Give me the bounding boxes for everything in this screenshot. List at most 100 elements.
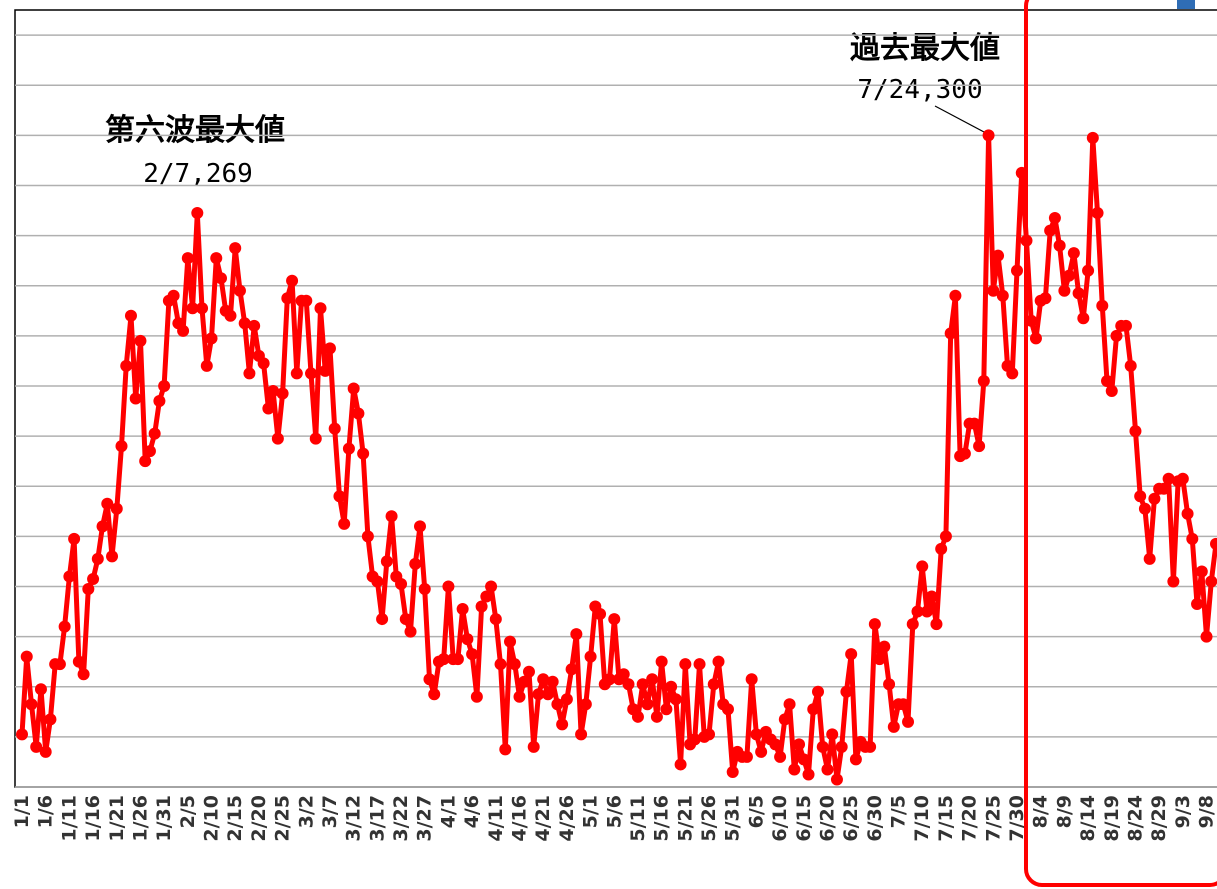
data-point [489,613,502,626]
x-tick-label: 7/30 [1006,795,1028,842]
data-point [267,384,280,397]
data-point [603,673,616,686]
data-point [778,713,791,726]
data-point [1058,284,1071,297]
data-point [470,690,483,703]
x-tick-label: 8/14 [1077,795,1099,842]
data-point [579,698,592,711]
data-point [973,440,986,453]
data-point [1143,552,1156,565]
data-point [693,658,706,671]
data-point [323,342,336,355]
data-point [812,685,824,698]
data-point [442,580,455,593]
data-point [849,753,862,766]
data-point [1162,472,1175,485]
data-point [124,309,137,322]
data-point [608,613,621,626]
x-tick-label: 2/10 [201,795,223,842]
data-point [541,688,554,701]
x-tick-label: 4/6 [461,795,483,828]
x-tick-label: 1/6 [35,795,57,828]
data-point [494,658,507,671]
data-point [513,690,526,703]
data-point [830,773,843,786]
data-point [414,520,426,533]
data-point [826,728,839,741]
x-tick-label: 1/11 [58,795,80,842]
data-point [712,655,725,668]
x-tick-label: 5/11 [627,795,649,842]
data-point [224,309,237,322]
data-point [1029,332,1042,345]
data-point [1210,537,1217,550]
data-point [1006,367,1019,380]
data-point [958,447,971,460]
data-point [451,653,464,666]
data-point [191,207,204,220]
data-point [551,698,564,711]
data-point [82,582,95,595]
annotation-title: 第六波最大値 [105,113,285,148]
data-point [347,382,360,395]
data-point [30,740,43,753]
data-point [617,668,630,681]
x-tick-label: 5/16 [651,795,673,842]
data-point [537,673,550,686]
data-point [115,440,128,453]
data-point [385,510,398,523]
x-tick-label: 9/8 [1196,795,1217,828]
x-tick-label: 8/24 [1124,795,1146,842]
data-point [1119,319,1132,332]
data-point [215,272,227,285]
data-point [575,728,588,741]
data-point [1200,630,1213,643]
data-point [665,680,678,693]
data-point [1148,492,1161,505]
data-point [522,665,535,678]
data-point [475,600,488,613]
data-point [257,357,270,370]
data-point [669,693,682,706]
x-tick-label: 7/15 [935,795,957,842]
data-point [186,302,199,315]
data-point [91,552,104,565]
data-point [788,763,801,776]
data-point [797,753,810,766]
data-point [688,733,701,746]
data-point [87,572,100,585]
data-point [636,678,649,691]
corner-icon [1177,0,1195,9]
annotation-label: 7/24,300 [857,75,982,105]
data-point [58,620,71,633]
data-point [139,455,152,468]
data-point [987,284,1000,297]
data-point [1077,312,1090,325]
data-point [1048,212,1061,225]
data-point [352,407,365,420]
data-point [499,743,512,756]
data-point [740,750,753,763]
data-point [333,490,346,503]
data-point [920,605,933,618]
data-point [878,640,891,653]
x-tick-label: 4/16 [509,795,531,842]
data-point [1101,374,1114,387]
data-point [835,740,848,753]
data-point [1039,292,1052,305]
data-point [243,367,256,380]
data-point [868,618,881,631]
data-point [72,655,85,668]
data-point [793,738,806,751]
data-point [622,678,635,691]
data-point [845,648,858,661]
x-tick-label: 5/26 [698,795,720,842]
data-point [276,387,289,400]
data-point [248,319,261,332]
data-point [1157,482,1170,495]
data-point [395,577,408,590]
data-point [655,655,668,668]
x-tick-label: 6/20 [816,795,838,842]
data-point [532,688,545,701]
data-point [944,327,957,340]
